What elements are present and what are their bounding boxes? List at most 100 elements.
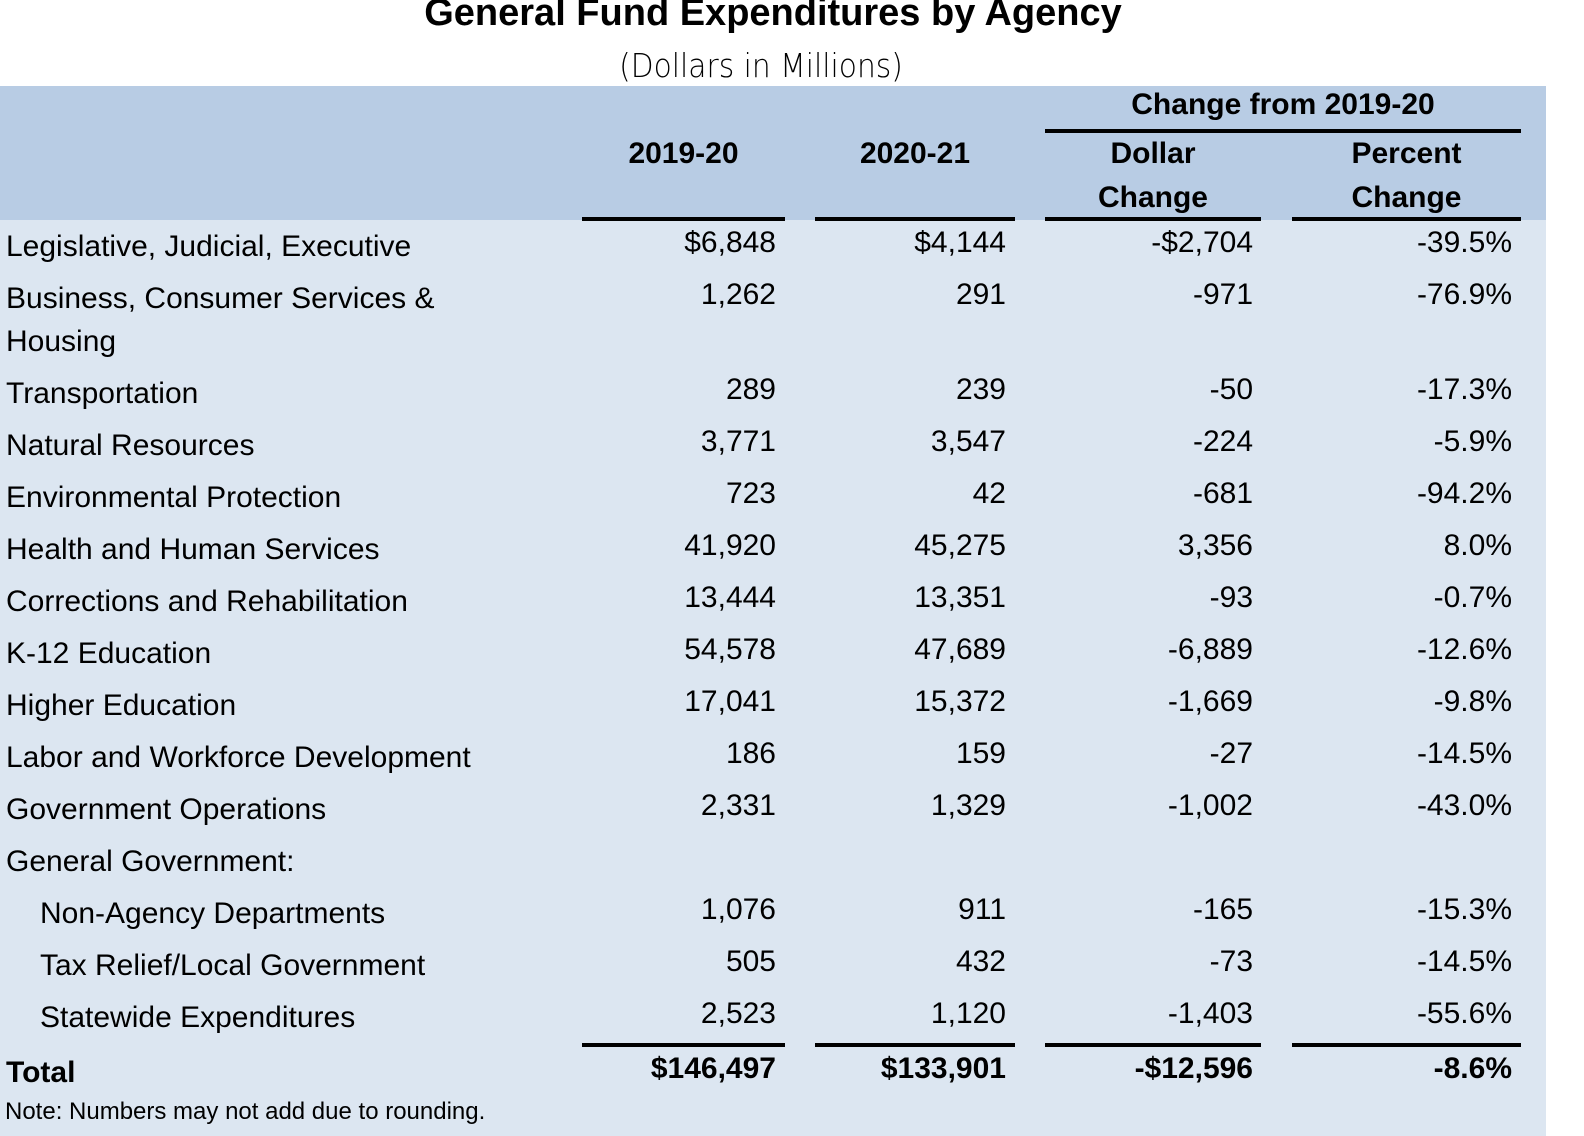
value-2020-21: 1,329 [930,789,1006,822]
table-row: Higher Education 17,041 15,372 -1,669 -9.8% [0,676,1546,728]
value-2019-20: 505 [725,945,776,978]
value-2019-20: 2,523 [700,997,776,1030]
value-dollar-change: -681 [1192,477,1253,510]
value-dollar-change: -971 [1192,278,1253,311]
value-dollar-change: -1,002 [1167,789,1253,822]
total-rule [1045,1043,1261,1047]
value-2020-21: 45,275 [914,529,1006,562]
value-percent-change: -15.3% [1416,893,1512,926]
value-2019-20: 186 [725,737,776,770]
table-row: Corrections and Rehabilitation 13,444 13,3… [0,572,1546,624]
value-2019-20: 13,444 [684,581,776,614]
total-rule [1292,1043,1521,1047]
value-2020-21: 13,351 [914,581,1006,614]
table-row: Natural Resources 3,771 3,547 -224 -5.9% [0,416,1546,468]
table-row: Tax Relief/Local Government 505 432 -73 -14.… [0,936,1546,988]
value-percent-change: -12.6% [1416,633,1512,666]
total-2020-21: $133,901 [880,1052,1006,1085]
value-percent-change: -76.9% [1416,278,1512,311]
value-2019-20: $6,848 [684,226,776,259]
value-2020-21: 911 [958,893,1006,926]
value-2020-21: 291 [955,278,1006,311]
table-subtitle: (Dollars in Millions) [619,46,903,85]
row-label: Statewide Expenditures [40,1001,356,1034]
value-2019-20: 289 [725,373,776,406]
row-label: Environmental Protection [6,481,342,514]
row-label: Government Operations [6,793,327,826]
row-label-line: Business, Consumer Services & [6,282,435,315]
value-2020-21: 239 [955,373,1006,406]
value-percent-change: -5.9% [1433,425,1512,458]
table-row: K-12 Education 54,578 47,689 -6,889 -12.6% [0,624,1546,676]
header-rule [1045,217,1261,221]
value-dollar-change: -224 [1192,425,1253,458]
table-row: Health and Human Services 41,920 45,275 3,3… [0,520,1546,572]
value-2019-20: 723 [725,477,776,510]
header-rule [1292,217,1521,221]
value-2020-21: 3,547 [930,425,1006,458]
value-dollar-change: -165 [1192,893,1253,926]
table-row: General Government: [0,832,1546,884]
table-row: Environmental Protection 723 42 -681 -94.2% [0,468,1546,520]
row-label: Health and Human Services [6,533,380,566]
header-band [0,86,1546,220]
header-rule [815,217,1015,221]
table-row: Legislative, Judicial, Executive $6,848 $4… [0,217,1546,269]
header-2019-20: 2019-20 [628,137,739,170]
total-rule [815,1043,1015,1047]
row-label: General Government: [6,845,295,878]
table-row: Statewide Expenditures 2,523 1,120 -1,403 -5… [0,988,1546,1040]
header-percent-change: Change [1351,181,1462,214]
header-group-rule [1045,129,1521,133]
row-label: Corrections and Rehabilitation [6,585,408,618]
value-dollar-change: -50 [1209,373,1253,406]
value-dollar-change: -1,403 [1167,997,1253,1030]
total-row: Total $146,497 $133,901 -$12,596 -8.6% [0,1043,1546,1095]
value-2020-21: 42 [972,477,1006,510]
footnote: Note: Numbers may not add due to roundin… [5,1098,486,1125]
row-label: Labor and Workforce Development [6,741,471,774]
value-2019-20: 41,920 [684,529,776,562]
row-label-line: Housing [6,325,117,358]
table-rows: Legislative, Judicial, Executive $6,848 $4… [0,217,1546,1040]
header-dollar: Dollar [1110,137,1196,170]
value-2019-20: 2,331 [700,789,776,822]
value-dollar-change: -27 [1209,737,1253,770]
value-percent-change: -55.6% [1416,997,1512,1030]
total-rule [582,1043,785,1047]
table-row: Government Operations 2,331 1,329 -1,002 -43… [0,780,1546,832]
value-dollar-change: -73 [1209,945,1253,978]
value-2019-20: 17,041 [684,685,776,718]
value-2019-20: 1,076 [700,893,776,926]
value-dollar-change: -$2,704 [1151,226,1253,259]
value-2020-21: 159 [955,737,1006,770]
value-dollar-change: -93 [1209,581,1253,614]
value-percent-change: -17.3% [1416,373,1512,406]
total-label: Total [6,1056,76,1089]
value-2019-20: 1,262 [700,278,776,311]
row-label: Business, Consumer Services & Housing [6,277,435,363]
table-row: Transportation 289 239 -50 -17.3% [0,364,1546,416]
value-percent-change: -39.5% [1416,226,1512,259]
value-2020-21: $4,144 [914,226,1006,259]
total-dollar-change: -$12,596 [1134,1052,1253,1085]
table-row: Labor and Workforce Development 186 159 -27… [0,728,1546,780]
table-title: General Fund Expenditures by Agency [424,0,1122,34]
row-label: Transportation [6,377,199,410]
value-2020-21: 432 [955,945,1006,978]
value-2019-20: 3,771 [700,425,776,458]
value-2020-21: 47,689 [914,633,1006,666]
value-percent-change: -94.2% [1416,477,1512,510]
total-2019-20: $146,497 [650,1052,776,1085]
value-dollar-change: 3,356 [1177,529,1253,562]
row-label: Tax Relief/Local Government [40,949,426,982]
value-dollar-change: -1,669 [1167,685,1253,718]
header-2020-21: 2020-21 [859,137,971,170]
value-dollar-change: -6,889 [1167,633,1253,666]
header-change-group: Change from 2019-20 [1131,88,1435,121]
value-percent-change: -9.8% [1433,685,1512,718]
value-2019-20: 54,578 [684,633,776,666]
row-label: Higher Education [6,689,237,722]
value-percent-change: -43.0% [1416,789,1512,822]
header-dollar-change: Change [1097,181,1208,214]
